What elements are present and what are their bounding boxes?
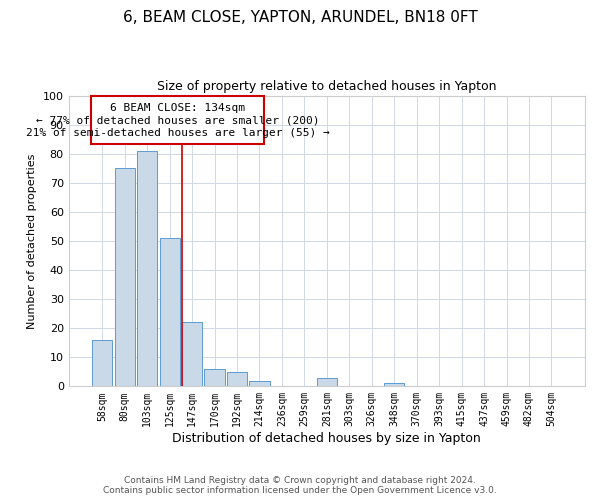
Bar bbox=[384, 384, 404, 386]
Bar bbox=[182, 322, 202, 386]
Bar bbox=[115, 168, 135, 386]
Bar bbox=[137, 151, 157, 386]
Text: 21% of semi-detached houses are larger (55) →: 21% of semi-detached houses are larger (… bbox=[26, 128, 329, 138]
Bar bbox=[227, 372, 247, 386]
Y-axis label: Number of detached properties: Number of detached properties bbox=[27, 154, 37, 328]
Text: ← 77% of detached houses are smaller (200): ← 77% of detached houses are smaller (20… bbox=[36, 116, 319, 126]
Text: 6 BEAM CLOSE: 134sqm: 6 BEAM CLOSE: 134sqm bbox=[110, 103, 245, 113]
Title: Size of property relative to detached houses in Yapton: Size of property relative to detached ho… bbox=[157, 80, 497, 93]
Text: Contains HM Land Registry data © Crown copyright and database right 2024.
Contai: Contains HM Land Registry data © Crown c… bbox=[103, 476, 497, 495]
Bar bbox=[92, 340, 112, 386]
Bar bbox=[317, 378, 337, 386]
FancyBboxPatch shape bbox=[91, 96, 264, 144]
Bar bbox=[160, 238, 180, 386]
Text: 6, BEAM CLOSE, YAPTON, ARUNDEL, BN18 0FT: 6, BEAM CLOSE, YAPTON, ARUNDEL, BN18 0FT bbox=[122, 10, 478, 25]
Bar bbox=[205, 369, 224, 386]
X-axis label: Distribution of detached houses by size in Yapton: Distribution of detached houses by size … bbox=[172, 432, 481, 445]
Bar bbox=[250, 380, 269, 386]
